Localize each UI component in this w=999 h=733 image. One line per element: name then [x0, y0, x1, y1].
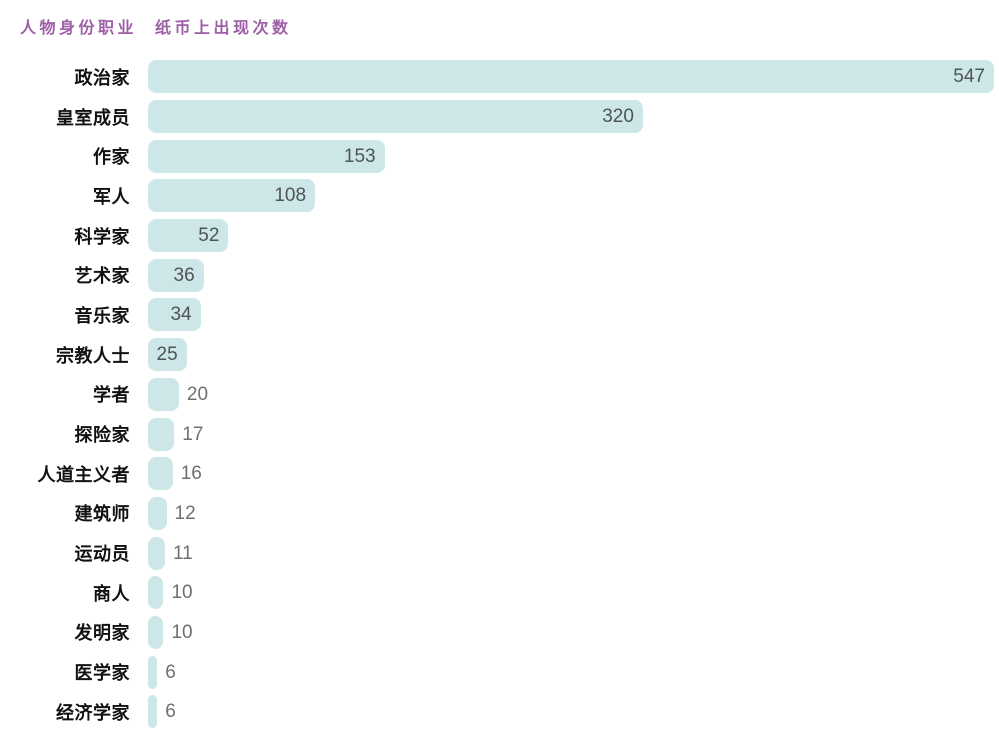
- value-label: 11: [173, 542, 193, 564]
- value-label: 6: [165, 661, 176, 683]
- value-label: 12: [174, 502, 196, 524]
- chart-row: 作家 153: [0, 136, 999, 176]
- chart-row: 音乐家 34: [0, 295, 999, 335]
- chart-row: 学者 20: [0, 375, 999, 415]
- chart-row: 艺术家 36: [0, 255, 999, 295]
- bar-track: 52: [148, 219, 994, 253]
- value-label: 108: [274, 185, 307, 207]
- chart-header: 人物身份职业 纸币上出现次数: [0, 14, 999, 38]
- bar: [148, 536, 165, 570]
- bar: [148, 377, 179, 411]
- bar-track: 12: [148, 496, 994, 530]
- value-label: 20: [186, 383, 209, 405]
- chart-row: 建筑师 12: [0, 494, 999, 534]
- bar: 108: [148, 179, 316, 213]
- bar-track: 320: [148, 100, 994, 134]
- bar: 52: [148, 219, 229, 253]
- category-label: 皇室成员: [56, 107, 130, 128]
- bar: [148, 655, 158, 689]
- chart-row: 运动员 11: [0, 533, 999, 573]
- value-label: 547: [953, 66, 985, 88]
- category-label: 发明家: [74, 623, 130, 644]
- value-label: 153: [343, 145, 376, 167]
- bar: 153: [148, 139, 385, 173]
- chart-row: 医学家 6: [0, 652, 999, 692]
- chart-row: 经济学家 6: [0, 692, 999, 732]
- category-label: 艺术家: [74, 266, 130, 287]
- chart-row: 政治家 547: [0, 57, 999, 97]
- category-label: 商人: [93, 583, 130, 604]
- bar-track: 10: [148, 615, 994, 649]
- bar: 320: [148, 100, 643, 134]
- bar-track: 20: [148, 377, 994, 411]
- chart-row: 军人 108: [0, 176, 999, 216]
- chart-row: 皇室成员 320: [0, 97, 999, 137]
- chart-row: 发明家 10: [0, 613, 999, 653]
- category-label: 建筑师: [74, 504, 130, 525]
- category-column-header: 人物身份职业: [20, 20, 138, 37]
- category-label: 作家: [93, 147, 130, 168]
- bar: [148, 576, 164, 610]
- bar: [148, 457, 173, 491]
- category-label: 医学家: [74, 663, 130, 684]
- category-label: 音乐家: [74, 305, 130, 326]
- value-label: 25: [156, 344, 178, 366]
- value-label: 36: [173, 264, 195, 286]
- bar-track: 6: [148, 695, 994, 729]
- bar: 36: [148, 258, 204, 292]
- bar: 25: [148, 338, 187, 372]
- bar-track: 17: [148, 417, 994, 451]
- bar-track: 547: [148, 60, 994, 94]
- chart-row: 商人 10: [0, 573, 999, 613]
- chart-row: 科学家 52: [0, 216, 999, 256]
- value-label: 10: [171, 582, 193, 604]
- bar-track: 36: [148, 258, 994, 292]
- bar: [148, 417, 175, 451]
- bar: 547: [148, 60, 994, 94]
- value-label: 6: [165, 701, 176, 723]
- bar-track: 16: [148, 457, 994, 491]
- category-label: 探险家: [74, 425, 130, 446]
- bar-track: 6: [148, 655, 994, 689]
- category-label: 人道主义者: [37, 464, 130, 485]
- bar: [148, 615, 164, 649]
- value-label: 10: [171, 621, 193, 643]
- value-label: 52: [198, 225, 220, 247]
- bar-track: 153: [148, 139, 994, 173]
- chart-row: 宗教人士 25: [0, 335, 999, 375]
- chart-row: 探险家 17: [0, 414, 999, 454]
- bar: 34: [148, 298, 201, 332]
- category-label: 宗教人士: [56, 345, 130, 366]
- value-label: 16: [180, 463, 202, 485]
- bar-track: 10: [148, 576, 994, 610]
- bar-track: 11: [148, 536, 994, 570]
- chart-rows: 政治家 547 皇室成员 320 作家 153 军人 108 科学家 52 艺术家 36 音乐家 34 宗教…: [0, 57, 999, 732]
- value-label: 320: [602, 106, 634, 128]
- bar-track: 34: [148, 298, 994, 332]
- value-label: 34: [170, 304, 192, 326]
- chart-row: 人道主义者 16: [0, 454, 999, 494]
- bar: [148, 695, 158, 729]
- category-label: 科学家: [74, 226, 130, 247]
- bar: [148, 496, 167, 530]
- value-column-header: 纸币上出现次数: [155, 20, 292, 37]
- category-label: 政治家: [74, 67, 130, 88]
- bar-track: 25: [148, 338, 994, 372]
- category-label: 军人: [93, 186, 130, 207]
- category-label: 经济学家: [56, 702, 130, 723]
- category-label: 运动员: [74, 544, 130, 565]
- category-label: 学者: [93, 385, 130, 406]
- bar-track: 108: [148, 179, 994, 213]
- value-label: 17: [182, 423, 204, 445]
